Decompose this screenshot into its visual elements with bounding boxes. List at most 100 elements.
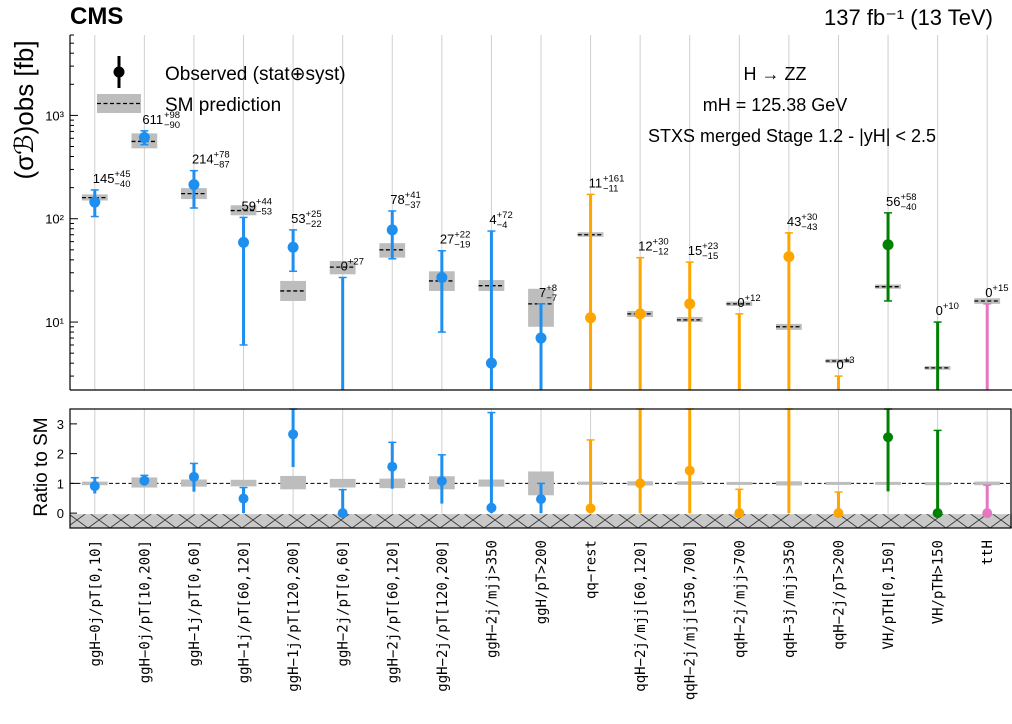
data-point-main <box>783 251 795 263</box>
main-y-axis-title: (σℬ)obs [fb] <box>9 40 39 179</box>
ratio-y-tick-label: 2 <box>57 447 64 462</box>
ratio-y-tick-label: 3 <box>57 417 64 432</box>
x-tick-label: VH/pTH[0,150] <box>881 540 897 650</box>
x-tick-label: qqH−2j/mjj>700 <box>732 540 748 658</box>
x-tick-label: ggH−2j/pT[60,120] <box>385 540 401 683</box>
value-error-down: −4 <box>497 220 508 231</box>
value-error-up: +22 <box>454 230 470 241</box>
data-point-main <box>585 312 597 324</box>
sm-band-ratio <box>329 478 356 488</box>
legend-observed-marker <box>113 66 125 78</box>
value-error-up: +161 <box>603 173 624 184</box>
value-error-down: −40 <box>114 179 130 190</box>
x-tick-label: ggH−2j/mjj>350 <box>484 540 500 658</box>
x-tick-label: qqH−3j/mjj>350 <box>782 540 798 658</box>
value-label: 611 <box>142 112 163 127</box>
sm-band-ratio <box>230 479 257 487</box>
value-label: 53 <box>291 211 305 226</box>
info-channel: H → ZZ <box>744 64 807 84</box>
sm-band-main <box>726 301 753 307</box>
value-label: 78 <box>390 192 404 207</box>
value-error-up: +78 <box>214 150 230 161</box>
value-error-down: −43 <box>801 222 817 233</box>
data-point-ratio <box>89 481 100 492</box>
value-label: 7 <box>539 285 546 300</box>
info-stxs-stage: STXS merged Stage 1.2 - |yH| < 2.5 <box>648 126 936 146</box>
x-tick-label: ttH <box>980 540 996 565</box>
analysis-info: H → ZZ mH = 125.38 GeV STXS merged Stage… <box>648 64 936 146</box>
value-error-up: +72 <box>497 210 513 221</box>
data-point-ratio <box>684 465 695 476</box>
info-higgs-mass: mH = 125.38 GeV <box>703 95 848 115</box>
sm-band-main <box>280 280 306 301</box>
data-point-main <box>386 224 398 236</box>
data-point-ratio <box>536 494 546 505</box>
x-tick-label: ggH−2j/pT[0,60] <box>336 540 352 666</box>
value-label: 43 <box>787 214 801 229</box>
value-error-up: +15 <box>992 283 1008 294</box>
value-error-up: +44 <box>256 196 272 207</box>
data-point-ratio <box>932 508 943 519</box>
legend-observed-label: Observed (stat⊕syst) <box>165 64 346 85</box>
value-error-down: −87 <box>214 160 230 171</box>
value-label: 214 <box>192 152 214 167</box>
data-point-ratio <box>139 475 150 486</box>
data-point-ratio <box>734 508 745 519</box>
value-error-up: +10 <box>943 301 959 312</box>
x-tick-label: ggH−1j/pT[120,200] <box>286 540 302 692</box>
value-label: 0 <box>936 303 943 318</box>
sm-band-ratio <box>825 481 852 485</box>
value-error-down: −12 <box>653 247 669 258</box>
data-point-ratio <box>883 432 894 443</box>
value-label: 15 <box>688 243 702 258</box>
sm-band-main <box>825 358 852 364</box>
main-y-tick-label: 10³ <box>45 108 64 123</box>
value-label: 4 <box>489 212 496 227</box>
data-point-ratio <box>288 429 299 440</box>
value-error-down: −40 <box>900 202 916 213</box>
data-point-ratio <box>486 502 497 513</box>
x-tick-label: ggH/pT>200 <box>534 540 550 624</box>
data-point-ratio <box>337 508 348 519</box>
value-label: 0 <box>341 258 348 273</box>
value-error-down: −22 <box>306 219 322 230</box>
value-error-up: +23 <box>702 241 718 252</box>
main-y-tick-label: 10² <box>45 212 64 227</box>
data-point-ratio <box>635 478 646 489</box>
ratio-y-axis-title: Ratio to SM <box>31 417 52 516</box>
x-tick-label: qqH−2j/mjj[60,120] <box>633 540 649 692</box>
value-error-down: −90 <box>164 120 180 131</box>
value-error-up: +25 <box>306 209 322 220</box>
value-error-up: +27 <box>348 256 364 267</box>
sm-band-ratio <box>726 481 753 485</box>
value-error-down: −19 <box>454 240 470 251</box>
x-tick-label: ggH−0j/pT[10,200] <box>137 540 153 683</box>
data-point-main <box>238 236 250 248</box>
data-point-main <box>138 132 150 144</box>
value-label: 11 <box>589 175 603 190</box>
data-point-ratio <box>982 508 993 519</box>
data-point-main <box>535 332 547 344</box>
x-tick-label: ggH−0j/pT[0,10] <box>88 540 104 666</box>
value-label: 56 <box>886 194 900 209</box>
data-point-main <box>485 357 497 369</box>
x-tick-label: qqH−2j/pT>200 <box>831 540 847 650</box>
value-error-up: +12 <box>745 293 761 304</box>
sm-band-main <box>230 205 257 216</box>
value-label: 145 <box>93 171 115 186</box>
ratio-y-tick-label: 0 <box>57 506 64 521</box>
value-error-up: +30 <box>801 212 817 223</box>
value-label: 0 <box>836 357 843 372</box>
value-label: 0 <box>737 295 744 310</box>
data-point-ratio <box>436 475 447 486</box>
legend: Observed (stat⊕syst) SM prediction <box>97 56 346 116</box>
value-error-up: +98 <box>164 110 180 121</box>
ratio-y-tick-label: 1 <box>57 476 64 491</box>
value-error-down: −53 <box>256 206 272 217</box>
value-error-down: −37 <box>405 200 421 211</box>
value-error-up: +58 <box>900 192 916 203</box>
data-point-main <box>188 179 200 191</box>
